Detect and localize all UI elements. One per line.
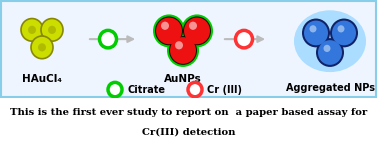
Circle shape [108,82,122,97]
Text: Citrate: Citrate [127,85,165,95]
Text: This is the first ever study to report on  a paper based assay for: This is the first ever study to report o… [10,108,368,117]
Circle shape [170,37,196,64]
Circle shape [156,18,182,44]
Circle shape [169,36,197,65]
Circle shape [304,21,328,45]
Circle shape [175,41,183,49]
Circle shape [189,22,197,30]
Circle shape [310,25,316,32]
Circle shape [183,16,211,45]
Text: Cr (III): Cr (III) [207,85,242,95]
Circle shape [330,19,358,47]
Text: Aggregated NPs: Aggregated NPs [285,82,375,93]
Circle shape [153,14,185,47]
Circle shape [155,16,183,45]
Circle shape [28,26,36,34]
Circle shape [184,18,210,44]
Circle shape [235,30,253,48]
Ellipse shape [294,10,366,72]
Text: Cr(III) detection: Cr(III) detection [142,127,236,137]
Circle shape [332,21,356,45]
Circle shape [318,40,342,65]
Circle shape [161,22,169,30]
Circle shape [21,19,43,41]
Circle shape [181,14,213,47]
Circle shape [31,36,53,59]
Circle shape [41,19,63,41]
Circle shape [316,38,344,67]
Circle shape [38,43,46,52]
Text: HAuCl₄: HAuCl₄ [22,74,62,84]
Circle shape [167,34,199,67]
Circle shape [302,19,330,47]
Circle shape [188,82,202,97]
FancyBboxPatch shape [1,1,376,97]
Circle shape [99,30,116,48]
Text: AuNPs: AuNPs [164,74,202,84]
Circle shape [324,45,330,52]
Circle shape [338,25,344,32]
Circle shape [48,26,56,34]
